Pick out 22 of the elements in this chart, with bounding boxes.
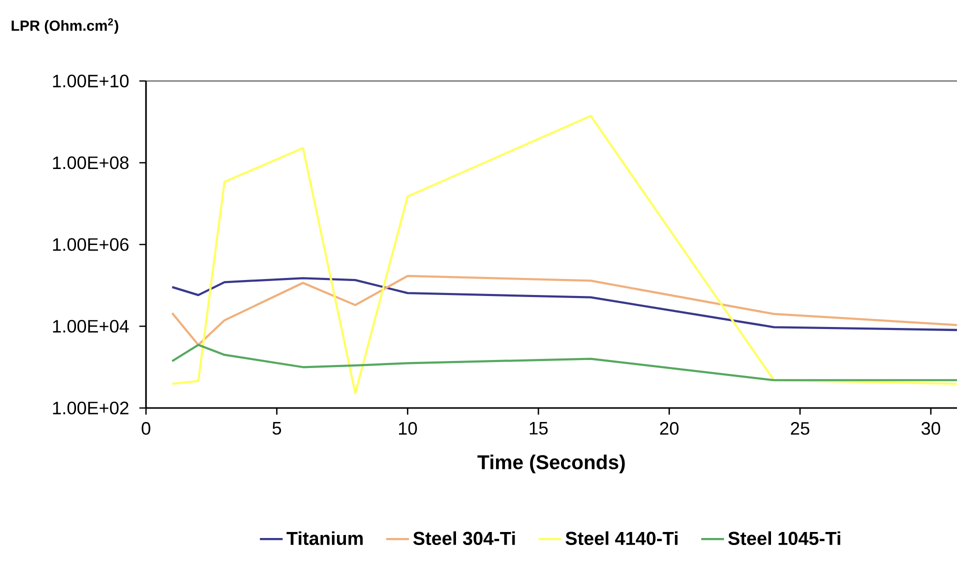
x-tick-label: 0 (142, 422, 150, 435)
y-tick-label: 1.00E+10 (53, 74, 129, 88)
y-tick-label: 1.00E+04 (53, 320, 129, 333)
x-tick-label: 15 (530, 422, 548, 435)
y-tick-label: 1.00E+08 (53, 156, 128, 170)
y-tick-label: 1.00E+02 (53, 402, 128, 414)
x-tick-label: 20 (660, 422, 679, 435)
line-series (171, 274, 957, 346)
line-series (171, 344, 957, 382)
x-tick-label: 25 (790, 422, 810, 435)
x-tick-label: 5 (272, 422, 282, 435)
y-axis-title: LPR (Ohm.cm$^{2}$) (12, 18, 118, 34)
x-tick-label: 10 (398, 422, 417, 435)
x-axis-title: Time (Seconds) (477, 454, 625, 474)
legend-label: Steel 4140-Ti (566, 531, 678, 546)
legend-label: Titanium (286, 531, 363, 546)
legend-label: Steel 1045-Ti (728, 531, 840, 546)
legend-label: Steel 304-Ti (413, 531, 515, 546)
line-series (171, 277, 957, 332)
y-tick-label: 1.00E+06 (53, 238, 128, 251)
line-series (171, 114, 957, 394)
x-tick-label: 30 (922, 422, 940, 435)
